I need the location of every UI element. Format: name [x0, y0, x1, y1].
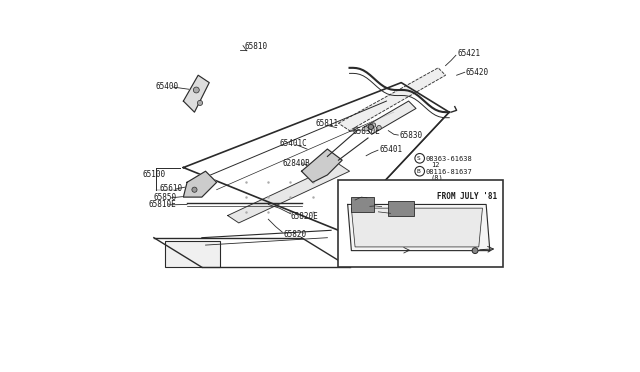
- Text: 65820E: 65820E: [291, 212, 318, 221]
- Text: 65830E: 65830E: [352, 127, 380, 136]
- Polygon shape: [351, 208, 483, 247]
- Polygon shape: [228, 164, 349, 223]
- Text: 65811: 65811: [391, 211, 412, 217]
- Text: 65850: 65850: [154, 193, 177, 202]
- Text: 65810: 65810: [244, 42, 268, 51]
- Text: A650C 0006: A650C 0006: [438, 261, 478, 267]
- Text: 65401C: 65401C: [280, 139, 307, 148]
- Text: FROM JULY '81: FROM JULY '81: [437, 192, 497, 201]
- Text: 12: 12: [431, 161, 439, 167]
- Text: 65811: 65811: [316, 119, 339, 128]
- Polygon shape: [339, 68, 445, 131]
- Polygon shape: [348, 205, 490, 251]
- Text: 65810: 65810: [367, 196, 388, 202]
- Polygon shape: [364, 101, 416, 134]
- Circle shape: [377, 125, 381, 130]
- Circle shape: [192, 187, 197, 192]
- Text: 08363-61638: 08363-61638: [426, 156, 473, 163]
- Text: 65610: 65610: [159, 185, 182, 193]
- Text: B: B: [417, 169, 420, 174]
- Polygon shape: [184, 171, 216, 197]
- Text: 65822: 65822: [342, 246, 364, 252]
- Text: S: S: [417, 156, 420, 161]
- Circle shape: [472, 248, 478, 254]
- Text: 65830: 65830: [399, 131, 422, 140]
- Text: 65420: 65420: [466, 68, 489, 77]
- Circle shape: [371, 123, 376, 127]
- Text: 65401: 65401: [379, 145, 402, 154]
- Polygon shape: [184, 75, 209, 112]
- Circle shape: [369, 124, 374, 129]
- Circle shape: [197, 100, 203, 106]
- Text: 65820: 65820: [283, 230, 306, 239]
- Text: 65421: 65421: [458, 49, 481, 58]
- Text: 65100: 65100: [142, 170, 165, 179]
- Text: 65810E: 65810E: [148, 201, 176, 209]
- Text: 65100: 65100: [382, 205, 403, 211]
- Text: 65400: 65400: [156, 82, 179, 91]
- FancyBboxPatch shape: [165, 241, 220, 267]
- Text: 08116-81637: 08116-81637: [426, 169, 473, 175]
- FancyBboxPatch shape: [351, 197, 374, 212]
- FancyBboxPatch shape: [339, 180, 503, 267]
- Text: (8): (8): [431, 174, 444, 181]
- Text: 62840B: 62840B: [282, 158, 310, 168]
- Text: 66830B: 66830B: [415, 249, 441, 255]
- Circle shape: [193, 87, 199, 93]
- Polygon shape: [301, 149, 342, 182]
- Circle shape: [364, 126, 369, 131]
- FancyBboxPatch shape: [388, 201, 414, 215]
